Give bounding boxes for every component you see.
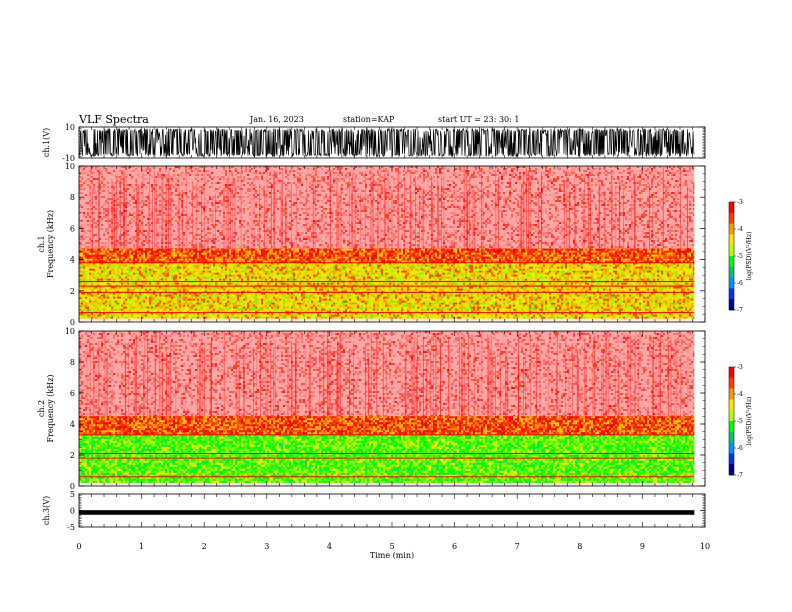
ch1-spectrogram-ytick-label: 10 [65, 162, 75, 171]
ch2-spectrogram-colorbar: -3 -4 -5 -6 -7 log(PSD)(V²/Hz) [729, 364, 753, 479]
time-tick-label: 3 [264, 542, 269, 551]
ch2-spectrogram-band-texture [79, 416, 695, 436]
colorbar-label: log(PSD)(V²/Hz) [746, 397, 753, 446]
ch1-spectrogram-ylabel: Frequency (kHz) [46, 210, 55, 278]
colorbar-swatch [729, 443, 734, 454]
ch2-spectrogram-ytick-label: 2 [70, 451, 75, 460]
colorbar-swatch [729, 464, 734, 475]
ch1-spectrogram-colorbar: -3 -4 -5 -6 -7 log(PSD)(V²/Hz) [729, 199, 753, 314]
ch1-spectrogram-ytick-label: 0 [70, 318, 75, 327]
colorbar-tick-label: -3 [737, 364, 743, 371]
ch1-voltage-ytick-label: 10 [65, 123, 75, 132]
colorbar-tick-label: -4 [737, 226, 743, 233]
colorbar-tick-label: -6 [737, 445, 743, 452]
vlf-spectra-figure: VLF Spectra Jan. 16, 2023 station=KAP st… [0, 0, 792, 612]
time-tick-label: 9 [640, 542, 645, 551]
time-tick-label: 10 [700, 542, 710, 551]
colorbar-swatch [729, 224, 734, 235]
colorbar-swatch [729, 367, 734, 378]
colorbar-swatch [729, 399, 734, 410]
ch3-voltage-ytick-label: 5 [70, 490, 75, 499]
time-tick-label: 5 [389, 542, 394, 551]
colorbar-tick-label: -4 [737, 391, 743, 398]
colorbar-swatch [729, 202, 734, 213]
colorbar-swatch [729, 453, 734, 464]
colorbar-swatch [729, 234, 734, 245]
colorbar-tick-label: -3 [737, 199, 743, 206]
time-tick-label: 7 [515, 542, 520, 551]
time-tick-label: 2 [202, 542, 207, 551]
ch1-spectrogram-band-texture [79, 263, 695, 319]
colorbar-tick-label: -7 [737, 472, 743, 479]
ch3-voltage-ytick-label: 0 [70, 507, 75, 516]
ch2-spectrogram-ytick-label: 4 [70, 420, 75, 429]
time-tick-label: 1 [139, 542, 144, 551]
colorbar-swatch [729, 213, 734, 224]
ch3-voltage-ytick-label: -5 [67, 523, 75, 532]
ch1-voltage-trace [79, 129, 694, 157]
ch2-spectrogram-ytick-label: 8 [70, 358, 75, 367]
ch2-spectrogram-ylabel: ch.2 [37, 400, 46, 417]
ch2-spectrogram-ytick-label: 6 [70, 389, 75, 398]
ch1-spectrogram-panel: 10 8 6 4 2 0 ch.1 Frequency (kHz) [37, 162, 705, 327]
colorbar-swatch [729, 256, 734, 267]
time-tick-label: 4 [327, 542, 332, 551]
colorbar-tick-label: -5 [737, 418, 743, 425]
ch1-spectrogram-ytick-label: 2 [70, 287, 75, 296]
start-time-label: start UT = 23: 30: 1 [438, 115, 519, 124]
ch3-voltage-ylabel: ch.3(V) [42, 496, 51, 525]
colorbar-tick-label: -5 [737, 253, 743, 260]
colorbar-swatch [729, 299, 734, 310]
ch1-voltage-ylabel: ch.1(V) [42, 128, 51, 157]
ch1-spectrogram-ytick-label: 6 [70, 224, 75, 233]
ch2-spectrogram-ytick-label: 10 [65, 327, 75, 336]
colorbar-swatch [729, 245, 734, 256]
colorbar-swatch [729, 410, 734, 421]
colorbar-swatch [729, 267, 734, 278]
colorbar-tick-label: -6 [737, 280, 743, 287]
colorbar-swatch [729, 288, 734, 299]
station-label: station=KAP [343, 115, 395, 124]
ch3-voltage-panel: 5 0 -5 ch.3(V) [42, 490, 705, 532]
ch3-voltage-trace [79, 510, 694, 515]
ch2-spectrogram-ylabel: Frequency (kHz) [46, 374, 55, 442]
date-label: Jan. 16, 2023 [249, 115, 304, 124]
colorbar-swatch [729, 432, 734, 443]
time-tick-label: 0 [76, 542, 81, 551]
time-axis-label: Time (min) [370, 551, 414, 560]
colorbar-swatch [729, 389, 734, 400]
ch1-spectrogram-ytick-label: 4 [70, 256, 75, 265]
chart-title: VLF Spectra [78, 113, 149, 126]
colorbar-swatch [729, 278, 734, 289]
colorbar-label: log(PSD)(V²/Hz) [746, 232, 753, 281]
time-tick-label: 8 [577, 542, 582, 551]
ch2-spectrogram-band-texture [79, 435, 695, 483]
colorbar-tick-label: -7 [737, 307, 743, 314]
ch1-spectrogram-ylabel: ch.1 [37, 235, 46, 252]
colorbar-swatch [729, 378, 734, 389]
colorbar-swatch [729, 421, 734, 432]
time-tick-label: 6 [452, 542, 457, 551]
ch1-spectrogram-ytick-label: 8 [70, 193, 75, 202]
